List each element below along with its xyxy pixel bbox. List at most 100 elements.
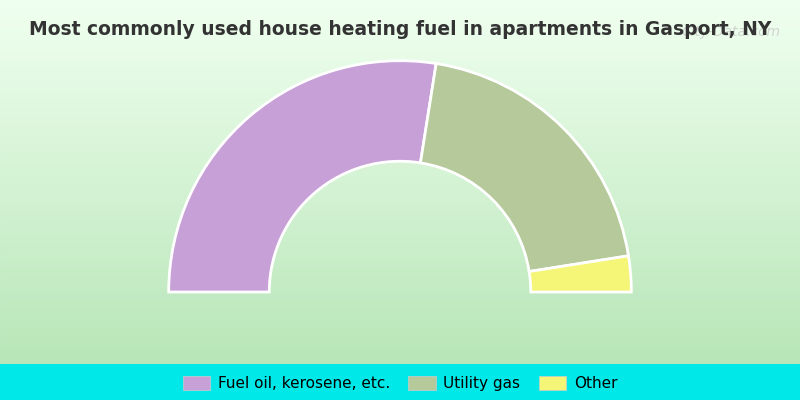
Bar <box>0 202 800 204</box>
Bar <box>0 187 800 189</box>
Bar <box>0 12 800 14</box>
Bar <box>0 73 800 75</box>
Bar <box>0 165 800 168</box>
Bar <box>0 325 800 328</box>
Bar <box>0 124 800 126</box>
Bar <box>0 313 800 316</box>
Bar <box>0 155 800 158</box>
Bar <box>0 112 800 114</box>
Bar <box>0 328 800 330</box>
Bar <box>0 121 800 124</box>
Legend: Fuel oil, kerosene, etc., Utility gas, Other: Fuel oil, kerosene, etc., Utility gas, O… <box>177 370 623 398</box>
Bar <box>0 82 800 85</box>
Bar <box>0 318 800 320</box>
Bar <box>0 116 800 119</box>
Bar <box>0 230 800 233</box>
Bar <box>0 51 800 53</box>
Bar <box>0 272 800 274</box>
Bar <box>0 337 800 340</box>
Bar <box>0 284 800 286</box>
Bar <box>0 92 800 95</box>
Bar <box>0 243 800 245</box>
Bar <box>0 63 800 66</box>
Bar <box>0 85 800 87</box>
Wedge shape <box>421 64 629 272</box>
Bar <box>0 354 800 357</box>
Bar <box>0 330 800 332</box>
Bar <box>0 294 800 296</box>
Bar <box>0 233 800 235</box>
Bar <box>0 221 800 223</box>
Bar <box>0 2 800 5</box>
Bar <box>0 238 800 240</box>
Bar <box>0 158 800 160</box>
Bar <box>0 150 800 153</box>
Bar <box>0 126 800 129</box>
Bar <box>0 41 800 44</box>
Bar <box>0 0 800 2</box>
Bar <box>0 146 800 148</box>
Bar <box>0 160 800 162</box>
Bar <box>0 248 800 250</box>
Bar <box>0 10 800 12</box>
Bar <box>0 168 800 170</box>
Bar <box>0 129 800 131</box>
Bar <box>0 226 800 228</box>
Bar <box>0 162 800 165</box>
Bar <box>0 87 800 90</box>
Bar <box>0 340 800 342</box>
Bar <box>0 308 800 311</box>
Bar <box>0 141 800 143</box>
Bar <box>0 97 800 100</box>
Bar <box>0 332 800 335</box>
Bar <box>0 27 800 29</box>
Wedge shape <box>169 61 436 292</box>
Bar <box>0 335 800 337</box>
Bar <box>0 286 800 289</box>
Bar <box>0 350 800 352</box>
Bar <box>0 70 800 73</box>
Bar <box>0 80 800 82</box>
Bar <box>0 194 800 196</box>
Bar <box>0 255 800 257</box>
Text: City-Data.com: City-Data.com <box>681 26 780 40</box>
Bar <box>0 204 800 206</box>
Bar <box>0 264 800 267</box>
Bar <box>0 260 800 262</box>
Bar <box>0 223 800 226</box>
Bar <box>0 282 800 284</box>
Bar <box>0 172 800 175</box>
Bar <box>0 29 800 32</box>
Bar <box>0 68 800 70</box>
Bar <box>0 100 800 102</box>
Bar <box>0 344 800 347</box>
Bar <box>0 362 800 364</box>
Bar <box>0 138 800 141</box>
Bar <box>0 359 800 362</box>
Bar <box>0 104 800 107</box>
Bar <box>0 291 800 294</box>
Bar <box>0 58 800 61</box>
Bar <box>0 257 800 260</box>
Bar <box>0 245 800 248</box>
Bar <box>0 44 800 46</box>
Bar <box>0 95 800 97</box>
Bar <box>0 78 800 80</box>
Bar <box>0 301 800 303</box>
Wedge shape <box>529 256 631 292</box>
Bar <box>0 342 800 344</box>
Bar <box>0 206 800 209</box>
Bar <box>0 53 800 56</box>
Bar <box>0 22 800 24</box>
Bar <box>0 5 800 7</box>
Bar <box>0 20 800 22</box>
Bar <box>0 228 800 230</box>
Bar <box>0 177 800 180</box>
Bar <box>0 182 800 184</box>
Bar <box>0 303 800 306</box>
Bar <box>0 279 800 282</box>
Bar <box>0 107 800 109</box>
Bar <box>0 56 800 58</box>
Bar <box>0 189 800 192</box>
Bar <box>0 306 800 308</box>
